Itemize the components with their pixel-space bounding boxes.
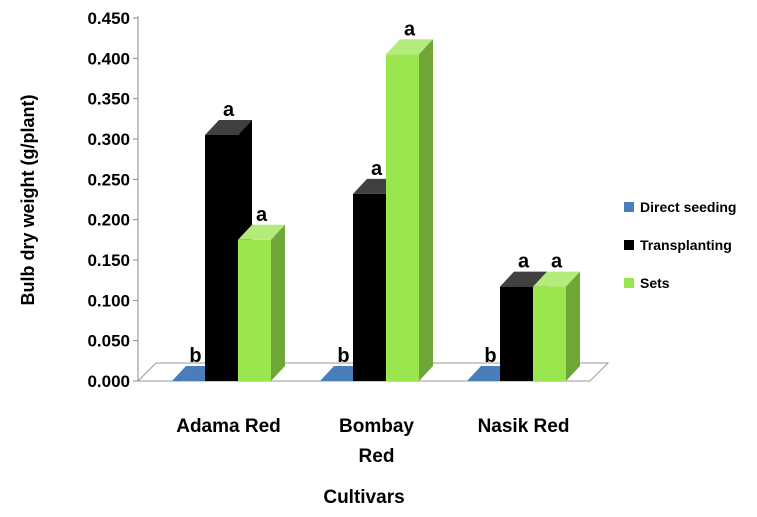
- bar-top: [386, 39, 433, 55]
- bar-front: [533, 286, 566, 381]
- y-tick-label: 0.300: [87, 130, 130, 149]
- bar-significance-label: b: [337, 345, 349, 367]
- legend-label: Direct seeding: [640, 199, 736, 215]
- y-tick-label: 0.100: [87, 291, 130, 310]
- bar-significance-label: a: [518, 251, 530, 273]
- x-category-label: Adama Red: [176, 416, 281, 437]
- y-tick-label: 0.050: [87, 332, 130, 351]
- legend-label: Transplanting: [640, 237, 732, 253]
- bar-significance-label: a: [371, 158, 383, 180]
- bar-significance-label: b: [484, 345, 496, 367]
- x-category-label: Nasik Red: [478, 416, 570, 437]
- bar-top: [238, 224, 285, 240]
- x-category-label: Bombay: [339, 416, 414, 437]
- bar-side: [271, 224, 285, 381]
- bar-front: [500, 286, 533, 381]
- bar-top: [533, 271, 580, 287]
- bar-top: [205, 120, 252, 135]
- bar-significance-label: a: [551, 251, 563, 273]
- bar-front: [238, 239, 271, 381]
- y-tick-label: 0.250: [87, 170, 130, 189]
- y-tick-label: 0.150: [87, 251, 130, 270]
- legend-swatch: [624, 278, 634, 288]
- y-tick-label: 0.200: [87, 211, 130, 230]
- x-axis-title: Cultivars: [323, 487, 404, 508]
- legend-label: Sets: [640, 275, 670, 291]
- bar-significance-label: b: [189, 345, 201, 367]
- bar-significance-label: a: [256, 204, 268, 226]
- bar-front: [386, 54, 419, 382]
- y-axis-title: Bulb dry weight (g/plant): [18, 95, 38, 306]
- bar-front: [353, 193, 386, 381]
- y-tick-label: 0.000: [87, 372, 130, 391]
- bar-side: [566, 271, 580, 381]
- bar-front: [205, 134, 238, 381]
- y-tick-label: 0.400: [87, 49, 130, 68]
- bar-side: [419, 39, 433, 382]
- bar-significance-label: a: [404, 18, 416, 40]
- legend-swatch: [624, 202, 634, 212]
- y-tick-label: 0.450: [87, 9, 130, 28]
- y-tick-label: 0.350: [87, 90, 130, 109]
- bar-significance-label: a: [223, 99, 235, 121]
- legend-swatch: [624, 240, 634, 250]
- x-category-label-line2: Red: [359, 446, 395, 467]
- bar-top: [500, 271, 547, 287]
